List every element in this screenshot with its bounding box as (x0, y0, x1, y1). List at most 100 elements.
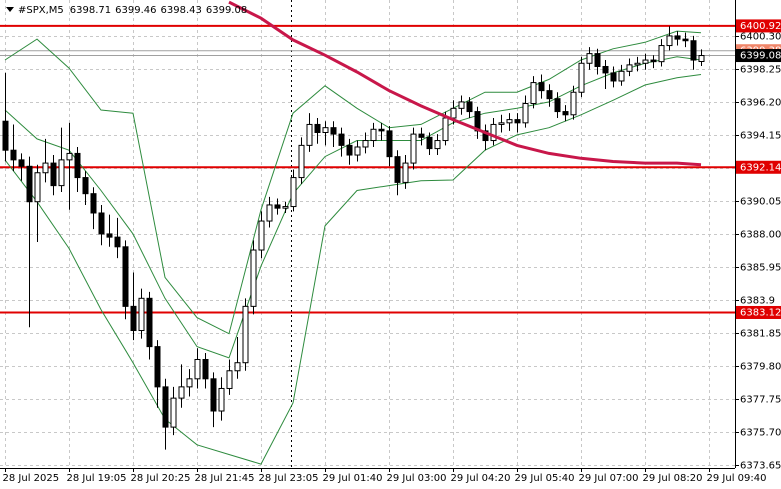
x-tick-label: 28 Jul 2025 (3, 473, 60, 484)
y-tick-label: 6385.95 (740, 263, 781, 274)
candle-body (322, 127, 329, 133)
candle-body (66, 152, 73, 161)
open: 6398.71 (70, 5, 111, 16)
candle-body (394, 156, 401, 183)
candle-body (690, 40, 697, 61)
x-tick-label: 29 Jul 07:00 (579, 473, 639, 484)
candle-body (642, 59, 649, 64)
candle-body (514, 119, 521, 124)
candle-body (626, 64, 633, 72)
candle-body (594, 53, 601, 67)
price-label: 6399.08 (740, 51, 781, 62)
x-tick-label: 28 Jul 21:45 (195, 473, 255, 484)
moving-average (228, 0, 702, 167)
y-tick-label: 6400.30 (740, 32, 781, 43)
candle-body (682, 38, 689, 42)
candle-body (362, 140, 369, 148)
candle-body (570, 91, 577, 116)
x-tick-label: 29 Jul 08:20 (643, 473, 703, 484)
candle-body (386, 130, 393, 158)
candle-body (522, 103, 529, 124)
candle-body (42, 162, 49, 174)
price-label: 6392.14 (740, 162, 781, 173)
candle-body (154, 346, 161, 388)
y-tick-label: 6388.00 (740, 230, 781, 241)
candle-body (346, 144, 353, 156)
candle-body (162, 386, 169, 428)
candle-body (498, 122, 505, 125)
candle-body (306, 123, 313, 146)
candle-body (410, 133, 417, 164)
candle-body (170, 397, 177, 428)
candle-body (58, 159, 65, 187)
collapse-icon[interactable] (6, 7, 14, 12)
low: 6398.43 (161, 5, 202, 16)
candle-body (258, 220, 265, 251)
candle-body (106, 233, 113, 238)
candle-body (74, 152, 81, 179)
candle-body (234, 362, 241, 372)
candle-body (506, 119, 513, 124)
candle-body (354, 146, 361, 156)
x-tick-label: 29 Jul 03:00 (387, 473, 447, 484)
candle-body (370, 128, 377, 142)
x-tick-label: 28 Jul 19:05 (67, 473, 127, 484)
y-tick-label: 6383.9 (740, 296, 775, 307)
candle-body (602, 65, 609, 74)
candle-body (218, 387, 225, 412)
candle-body (290, 177, 297, 208)
candle-body (338, 133, 345, 146)
candle-body (298, 144, 305, 179)
price-label-box (736, 49, 781, 63)
x-tick-label: 29 Jul 01:40 (323, 473, 383, 484)
candle-body (178, 386, 185, 399)
candle-body (26, 165, 33, 203)
x-tick-label: 29 Jul 05:40 (515, 473, 575, 484)
high: 6399.46 (115, 5, 156, 16)
candle-body (466, 101, 473, 113)
candle-body (426, 136, 433, 150)
candle-body (658, 45, 665, 63)
candle-body (210, 378, 217, 412)
y-tick-label: 6394.15 (740, 131, 781, 142)
candle-body (402, 162, 409, 183)
plot (0, 0, 735, 468)
price-label-box (736, 305, 781, 319)
candle-body (482, 130, 489, 142)
close: 6399.08 (206, 5, 247, 16)
x-tick-label: 29 Jul 04:20 (451, 473, 511, 484)
candle-body (650, 59, 657, 63)
candle-body (554, 98, 561, 113)
candle-body (418, 133, 425, 138)
candle-body (674, 35, 681, 40)
y-tick-label: 6398.25 (740, 65, 781, 76)
candle-body (2, 120, 9, 151)
candle-body (34, 172, 41, 203)
candle-body (274, 204, 281, 209)
y-tick-label: 6390.05 (740, 197, 781, 208)
candle-body (50, 162, 57, 187)
candle-body (138, 297, 145, 332)
candle-body (282, 206, 289, 209)
candle-body (378, 128, 385, 132)
price-label-box (736, 19, 781, 33)
x-tick-label: 29 Jul 09:40 (707, 473, 767, 484)
y-tick-label: 6377.75 (740, 395, 781, 406)
y-tick-label: 6373.65 (740, 461, 781, 472)
price-label-box (736, 160, 781, 174)
candle-body (434, 140, 441, 150)
symbol: #SPX,M5 (18, 5, 64, 16)
price-label: 6400.92 (740, 21, 781, 32)
price-label: 6383.12 (740, 307, 781, 318)
candle-body (450, 107, 457, 119)
candle-body (330, 127, 337, 135)
candle-body (114, 236, 121, 248)
y-tick-label: 6396.20 (740, 98, 781, 109)
candle-body (146, 297, 153, 348)
y-tick-label: 6381.85 (740, 329, 781, 340)
candle-body (666, 35, 673, 47)
candle-body (578, 62, 585, 93)
candle-body (266, 204, 273, 222)
